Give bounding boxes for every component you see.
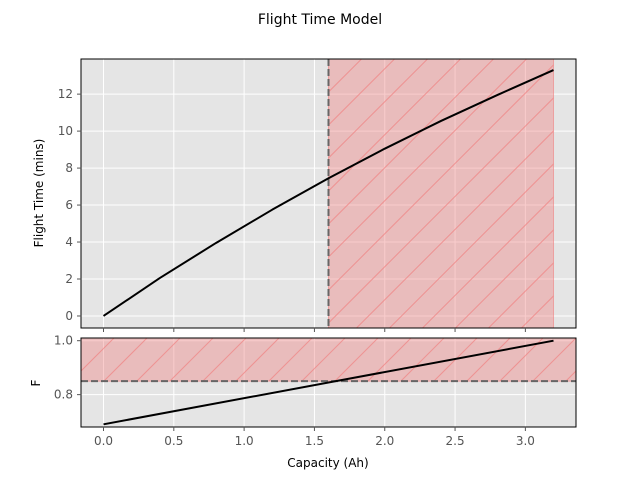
- x-tick-label: 0.0: [94, 434, 113, 448]
- hatch-line: [328, 64, 554, 291]
- hatch-line: [422, 196, 554, 328]
- hatch-line: [565, 370, 576, 382]
- series-line: [103, 339, 554, 426]
- hatch-line: [136, 338, 181, 382]
- y-tick-label: 1.0: [54, 334, 73, 348]
- hatch-line: [499, 338, 544, 382]
- bottom-x-ticks: 0.0 0.5 1.0 1.5 2.0 2.5 3.0: [94, 427, 535, 448]
- hatch-line: [301, 338, 346, 382]
- y-tick-label: 8: [65, 161, 73, 175]
- x-axis-label: Capacity (Ah): [287, 456, 368, 470]
- bottom-axes: 0.0 0.5 1.0 1.5 2.0 2.5 3.0 0.8 1.0 F Capacity …: [29, 334, 640, 470]
- x-tick-label: 1.5: [305, 434, 324, 448]
- hatch-lines: [328, 59, 640, 328]
- hatch-lines: [81, 338, 640, 382]
- x-tick-label: 2.5: [446, 434, 465, 448]
- x-tick-label: 0.5: [164, 434, 183, 448]
- hatch-line: [328, 97, 554, 324]
- top-shaded-region: [328, 59, 640, 328]
- hatch-line: [235, 338, 280, 382]
- shaded-region-rect: [328, 59, 554, 328]
- y-tick-label: 10: [58, 124, 73, 138]
- hatch-line: [532, 338, 576, 382]
- hatch-line: [328, 59, 494, 225]
- bottom-shaded-region: [81, 338, 640, 382]
- x-tick-label: 3.0: [516, 434, 535, 448]
- hatch-line: [268, 338, 313, 382]
- bottom-y-axis-label: F: [29, 379, 43, 386]
- bottom-axes-frame: [80, 337, 577, 428]
- hatch-line: [400, 338, 445, 382]
- hatch-line: [466, 338, 511, 382]
- hatch-line: [599, 338, 640, 381]
- hatch-line: [169, 338, 214, 382]
- x-tick-label: 2.0: [375, 434, 394, 448]
- y-tick-label: 0.8: [54, 388, 73, 402]
- hatch-line: [588, 59, 640, 328]
- hatch-line: [81, 338, 115, 372]
- y-tick-label: 2: [65, 272, 73, 286]
- hatch-line: [103, 338, 148, 382]
- y-tick-label: 0: [65, 309, 73, 323]
- hatch-line: [621, 59, 640, 328]
- hatch-line: [455, 229, 554, 328]
- top-y-ticks: 0 2 4 6 8 10 12: [58, 87, 81, 323]
- y-tick-label: 6: [65, 198, 73, 212]
- y-tick-label: 4: [65, 235, 73, 249]
- hatch-line: [488, 262, 554, 328]
- top-axes: 0 2 4 6 8 10 12 Flight Time (mins): [32, 58, 640, 332]
- top-axes-frame: [80, 58, 577, 329]
- bottom-series: [103, 339, 554, 426]
- x-tick-label: 1.0: [235, 434, 254, 448]
- shaded-region-rect: [81, 338, 576, 382]
- top-series: [102, 69, 554, 317]
- hatch-line: [328, 59, 527, 258]
- hatch-line: [356, 130, 554, 328]
- hatch-line: [328, 59, 461, 192]
- top-x-ticks: [103, 328, 526, 332]
- hatch-line: [334, 338, 379, 382]
- chart-title: Flight Time Model: [258, 12, 382, 28]
- series-line: [102, 69, 554, 317]
- top-y-axis-label: Flight Time (mins): [32, 139, 46, 248]
- hatch-line: [328, 59, 428, 159]
- hatch-line: [389, 163, 554, 328]
- hatch-line: [202, 338, 247, 382]
- bottom-y-ticks: 0.8 1.0: [54, 334, 81, 402]
- y-tick-label: 12: [58, 87, 73, 101]
- hatch-line: [328, 59, 395, 126]
